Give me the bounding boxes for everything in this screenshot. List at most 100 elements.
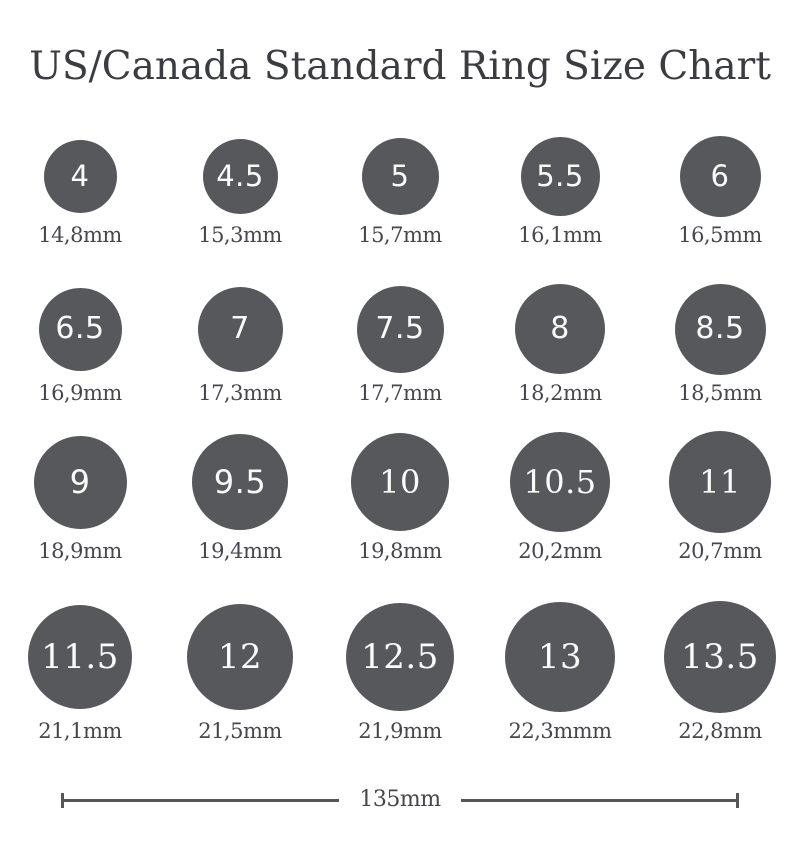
ring-size-number: 12.5 [361,636,439,677]
ring-size-cell: 13.5 22,8mm [640,600,800,744]
ring-size-cell: 5 15,7mm [320,135,480,248]
ring-size-number: 8.5 [695,311,745,346]
ring-circle-box: 5 [361,135,439,217]
ring-size-row: 4 14,8mm 4.5 15,3mm 5 15,7mm 5.5 16,1mm 6 16,5mm [0,135,800,248]
ring-diameter-label: 19,4mm [198,539,282,563]
ring-diameter-label: 21,1mm [38,719,122,743]
ring-circle: 7.5 [356,285,444,373]
ring-size-number: 6.5 [55,311,105,346]
ring-diameter-label: 14,8mm [38,223,122,247]
ring-circle: 12.5 [346,602,454,711]
ring-circle-box: 12 [187,600,293,713]
ring-diameter-label: 21,5mm [198,719,282,743]
ring-circle-box: 7 [197,283,283,375]
ring-size-cell: 7 17,3mm [160,283,320,406]
ring-circle: 6 [679,135,761,217]
ring-circle-box: 5.5 [520,135,600,217]
ring-circle: 11.5 [28,604,132,709]
ring-diameter-label: 22,3mmm [508,719,613,743]
ring-circle: 6.5 [38,287,122,371]
ring-circle: 10 [351,433,449,531]
ring-size-cell: 10 19,8mm [320,431,480,564]
ring-size-number: 10.5 [523,463,597,501]
ring-diameter-label: 15,7mm [358,223,442,247]
ring-size-number: 8 [550,311,570,346]
ring-circle: 8 [515,284,605,374]
ring-size-cell: 8 18,2mm [480,283,640,406]
ring-circle: 13 [505,601,615,712]
ring-diameter-label: 18,5mm [678,381,762,405]
ring-diameter-label: 20,2mm [518,539,602,563]
scale-ruler: 135mm [61,786,739,814]
ring-size-row: 6.5 16,9mm 7 17,3mm 7.5 17,7mm 8 18,2mm 8.5 18,5m… [0,283,800,406]
ring-size-cell: 11 20,7mm [640,431,800,564]
ruler-right-line [460,798,736,802]
ring-size-number: 12 [217,636,263,677]
ring-size-cell: 6.5 16,9mm [0,283,160,406]
ring-size-cell: 9 18,9mm [0,431,160,564]
ring-diameter-label: 17,7mm [358,381,442,405]
ring-circle-box: 9 [33,431,127,533]
ring-diameter-label: 20,7mm [678,539,762,563]
ring-circle: 9.5 [192,434,288,530]
ring-circle-box: 8.5 [674,283,766,375]
ring-size-number: 7.5 [375,311,425,346]
ring-size-number: 4.5 [216,158,264,193]
ring-circle-box: 6.5 [38,283,122,375]
ring-circle-box: 11 [669,431,771,533]
ring-size-number: 6 [710,158,730,193]
ring-circle: 5.5 [520,136,600,216]
ring-circle: 4.5 [202,138,278,214]
ring-size-number: 11 [699,463,741,501]
ring-size-number: 9.5 [213,463,267,501]
ruler-length-label: 135mm [359,787,441,812]
ring-diameter-label: 18,2mm [518,381,602,405]
ring-size-number: 5.5 [536,158,584,193]
ring-size-cell: 9.5 19,4mm [160,431,320,564]
ring-circle: 9 [33,435,127,529]
ring-size-cell: 4.5 15,3mm [160,135,320,248]
ring-circle-box: 12.5 [346,600,454,713]
page-title: US/Canada Standard Ring Size Chart [29,44,771,89]
ring-size-number: 5 [390,158,410,193]
ring-diameter-label: 17,3mm [198,381,282,405]
ring-circle-box: 13.5 [664,600,776,713]
ring-size-number: 13.5 [681,636,759,677]
ring-circle: 8.5 [674,283,766,375]
ring-circle-box: 6 [679,135,761,217]
ring-size-number: 13 [537,636,583,677]
ring-circle: 12 [187,603,293,710]
ring-circle-box: 10 [351,431,449,533]
ring-circle: 4 [43,139,117,213]
ring-circle-box: 4.5 [202,135,278,217]
ring-size-cell: 5.5 16,1mm [480,135,640,248]
ring-size-cell: 12 21,5mm [160,600,320,744]
ring-diameter-label: 16,9mm [38,381,122,405]
ring-size-number: 7 [230,311,250,346]
ring-size-row: 11.5 21,1mm 12 21,5mm 12.5 21,9mm 13 22,3mmm 13.… [0,600,800,744]
ring-circle-box: 11.5 [28,600,132,713]
ring-circle: 10.5 [510,432,610,532]
ring-circle: 7 [197,286,283,372]
ruler-left-line [64,798,340,802]
ring-circle: 5 [361,137,439,215]
ring-diameter-label: 15,3mm [198,223,282,247]
ring-diameter-label: 16,1mm [518,223,602,247]
ring-diameter-label: 19,8mm [358,539,442,563]
ring-size-cell: 7.5 17,7mm [320,283,480,406]
ring-size-cell: 10.5 20,2mm [480,431,640,564]
ring-size-number: 11.5 [41,636,119,677]
ring-circle: 11 [669,431,771,533]
ring-size-number: 4 [70,158,90,193]
ring-circle-box: 8 [515,283,605,375]
ring-circle-box: 9.5 [192,431,288,533]
ring-diameter-label: 21,9mm [358,719,442,743]
ring-size-cell: 8.5 18,5mm [640,283,800,406]
ring-circle-box: 10.5 [510,431,610,533]
ring-size-cell: 13 22,3mmm [480,600,640,744]
ring-circle-box: 13 [505,600,615,713]
ring-size-cell: 6 16,5mm [640,135,800,248]
ring-size-cell: 4 14,8mm [0,135,160,248]
ring-circle: 13.5 [664,600,776,713]
